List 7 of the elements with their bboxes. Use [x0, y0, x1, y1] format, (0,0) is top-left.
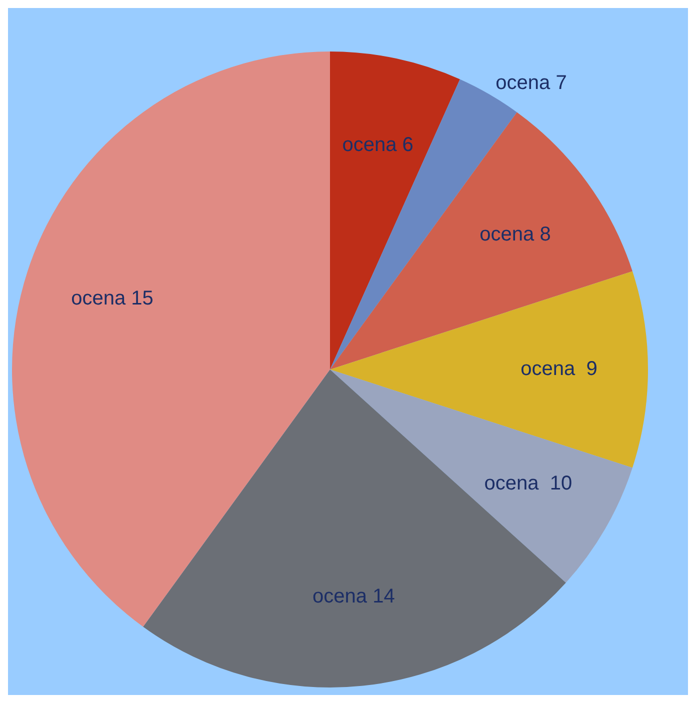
slice-label: ocena 6 — [342, 134, 414, 156]
slice-label: ocena 7 — [496, 72, 567, 94]
slice-label: ocena 10 — [484, 472, 572, 495]
slice-label: ocena 14 — [312, 586, 395, 608]
slice-label: ocena 9 — [520, 358, 598, 380]
slice-label: ocena 8 — [480, 223, 551, 246]
slice-label: ocena 15 — [71, 287, 154, 310]
